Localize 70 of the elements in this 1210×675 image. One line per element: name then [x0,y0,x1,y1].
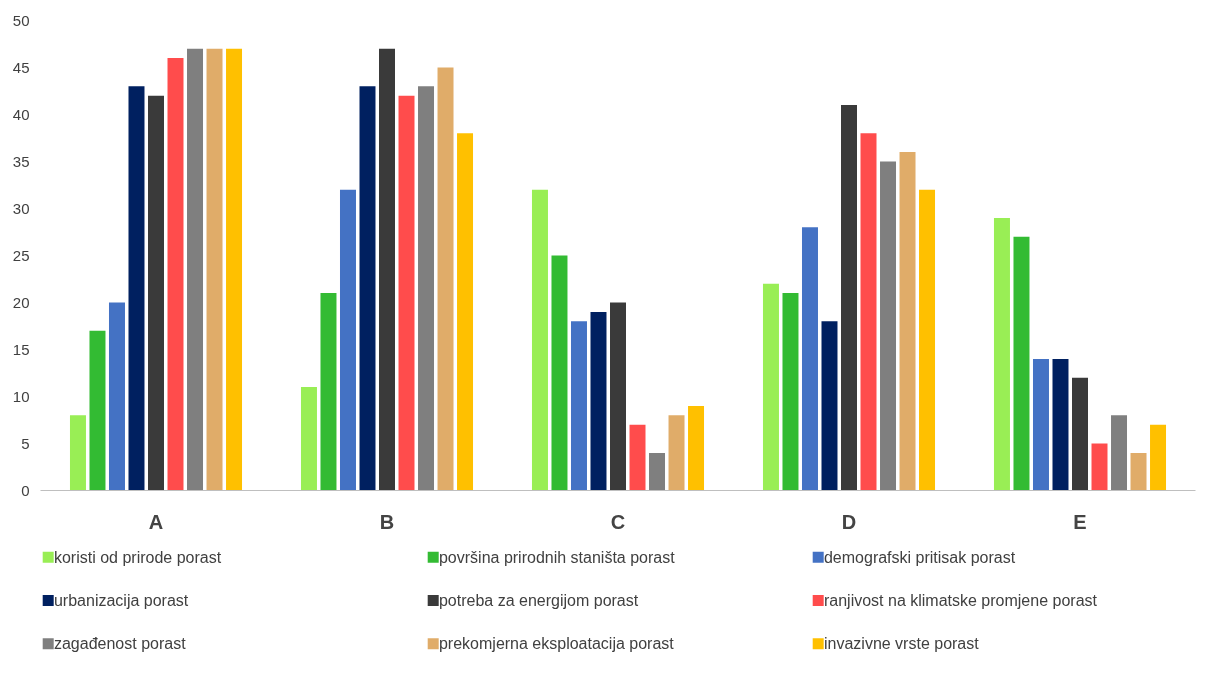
bar [359,86,376,491]
bar [206,48,223,491]
bar [437,67,454,491]
y-tick-label: 35 [12,152,30,170]
y-tick-label: 40 [12,105,30,123]
bar [300,387,317,491]
bar [167,58,184,491]
x-tick-label: C [610,510,626,533]
bar [1013,236,1030,491]
bar [551,255,568,491]
bar [899,152,916,491]
legend-label: ranjivost na klimatske promjene porast [823,592,1098,609]
y-tick-label: 15 [12,340,30,358]
y-tick-label: 30 [12,199,30,217]
bar [1130,452,1147,491]
legend-label: demografski pritisak porast [823,548,1016,566]
legend-label: prekomjerna eksploatacija porast [438,635,675,653]
legend-label: zagađenost porast [53,635,187,653]
bar [610,302,626,491]
bar [1091,443,1108,491]
bar [880,161,897,491]
y-tick-label: 0 [21,481,30,499]
y-tick-label: 5 [21,434,30,452]
bar [128,86,145,491]
bar [801,227,818,491]
bar [649,452,666,491]
bar [629,424,646,491]
legend-label: koristi od prirode porast [53,548,222,566]
bar [339,189,356,491]
bar [668,415,685,491]
bar [688,405,705,491]
bar [379,48,395,491]
y-tick-label: 25 [12,246,30,264]
x-tick-label: E [1073,510,1087,533]
bar [531,189,548,491]
x-tick-label: A [148,510,164,533]
bar [1072,377,1088,491]
legend-label: urbanizacija porast [53,592,189,609]
bar [320,293,337,491]
y-tick-label: 10 [12,387,30,405]
bar [108,302,125,491]
x-tick-label: B [379,510,395,533]
bar [762,283,779,491]
bar [1052,358,1069,491]
y-tick-label: 20 [12,293,30,311]
bar [570,321,587,491]
legend-label: potreba za energijom porast [438,592,639,609]
bar [148,95,164,491]
bar [418,86,435,491]
x-tick-label: D [841,510,857,533]
y-tick-label: 50 [12,11,30,29]
y-tick-label: 45 [12,58,30,76]
legend-label: površina prirodnih staništa porast [438,548,676,566]
bar [187,48,204,491]
bar [226,48,243,491]
bar [590,311,607,491]
bar [860,133,877,491]
bar [993,217,1010,491]
bar [782,293,799,491]
bar [919,189,936,491]
bar [841,105,857,491]
bar [457,133,474,491]
bar [398,95,415,491]
bar [1111,415,1128,491]
bar [821,321,838,491]
bar [1032,358,1049,491]
legend-label: invazivne vrste porast [823,635,980,653]
bar [1150,424,1167,491]
bar [69,415,86,491]
bar [89,330,106,491]
